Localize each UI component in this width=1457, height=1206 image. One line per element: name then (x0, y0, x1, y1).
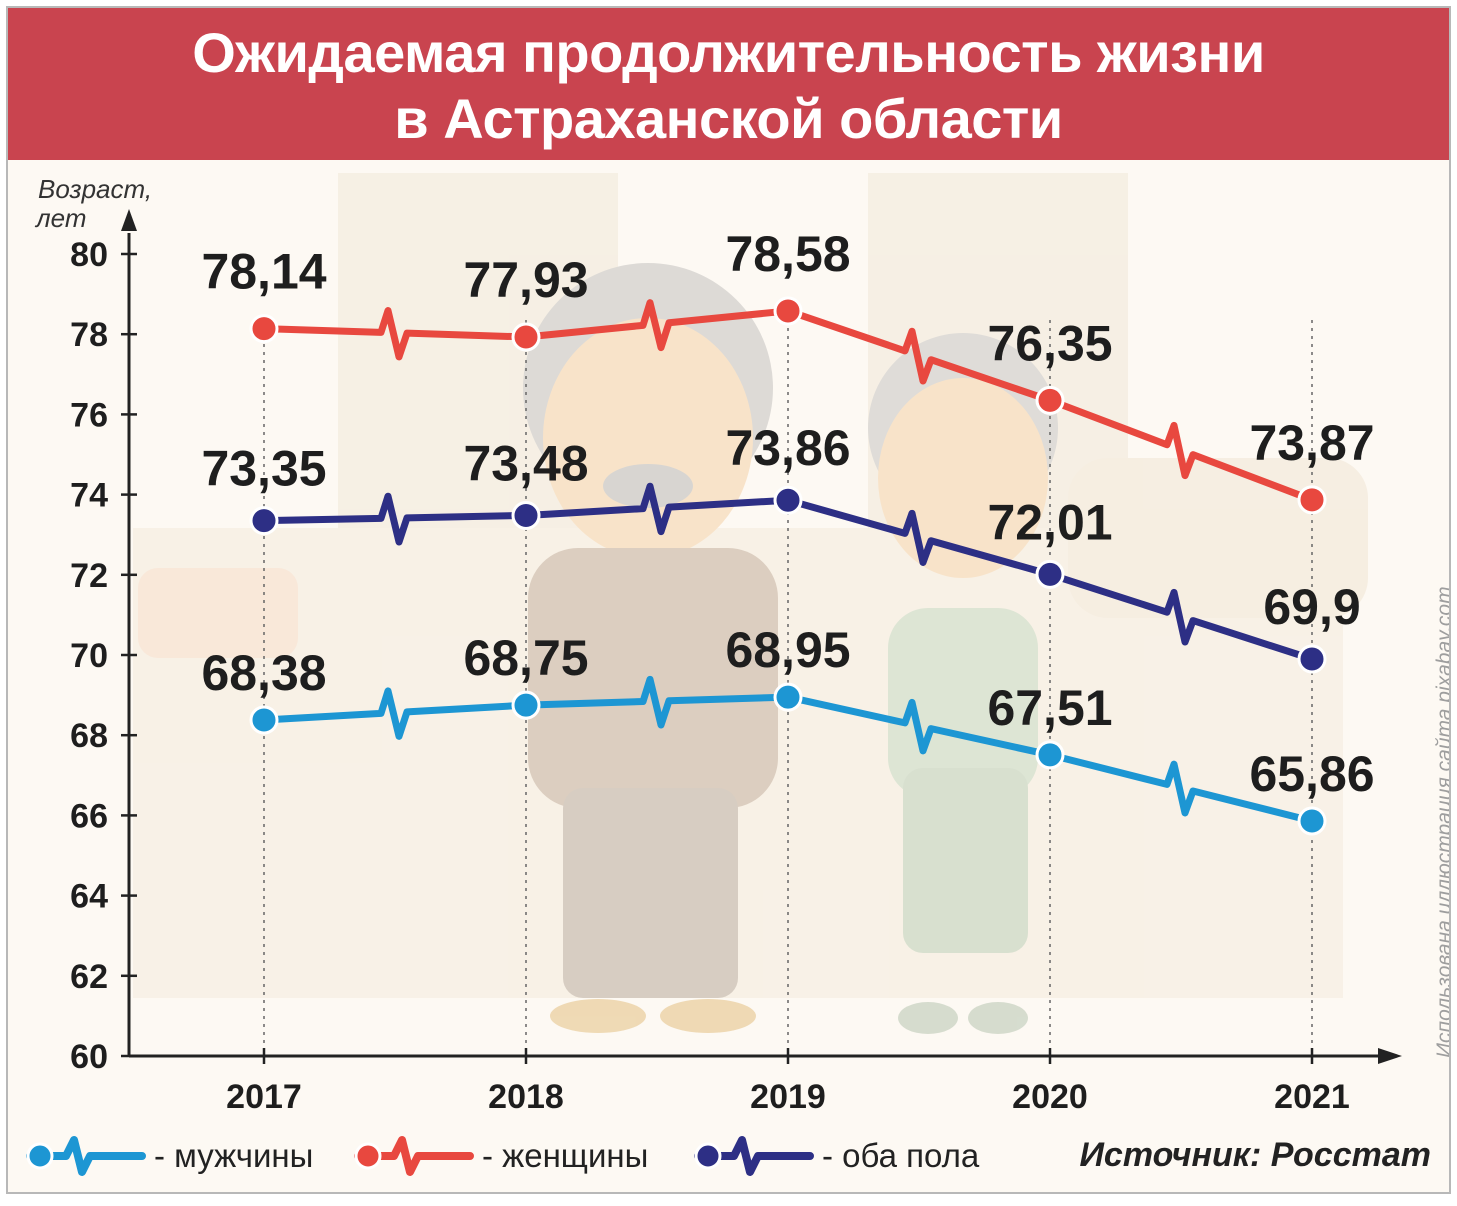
point-1-2018 (511, 500, 541, 530)
infographic: Возраст, лет 60 62 64 66 68 70 72 74 76 78 80 2017… (6, 6, 1451, 1194)
data-label-1-2018: 73,48 (463, 435, 588, 491)
data-label-1-2019: 73,86 (725, 420, 850, 476)
year-gridlines (263, 320, 1313, 1056)
point-2-2020 (1035, 740, 1065, 770)
data-label-0-2017: 78,14 (201, 244, 326, 300)
y-axis-title-line1: Возраст, (38, 174, 152, 204)
point-2-2021 (1297, 806, 1327, 836)
line-chart: Возраст, лет 60 62 64 66 68 70 72 74 76 78 80 2017… (34, 173, 1449, 1116)
source-note: Источник: Росстат (1079, 1136, 1431, 1174)
legend-swatch-women (354, 1136, 474, 1176)
x-tick-2020: 2020 (1012, 1078, 1088, 1116)
point-1-2019 (773, 485, 803, 515)
legend-label-both: - оба пола (822, 1137, 980, 1174)
legend-swatch-both (694, 1136, 814, 1176)
point-1-2021 (1297, 644, 1327, 674)
data-label-0-2021: 73,87 (1249, 415, 1374, 471)
y-tick-64: 64 (70, 878, 108, 916)
y-tick-68: 68 (70, 717, 108, 755)
legend-item-women: - женщины (354, 1132, 648, 1180)
y-tick-78: 78 (70, 316, 108, 354)
x-tick-2018: 2018 (488, 1078, 564, 1116)
data-label-0-2019: 78,58 (725, 226, 850, 282)
y-tick-76: 76 (70, 396, 108, 434)
x-tick-2021: 2021 (1274, 1078, 1350, 1116)
legend-item-men: - мужчины (26, 1132, 313, 1180)
background-illustration (133, 173, 1368, 1034)
legend-label-women: - женщины (482, 1137, 649, 1174)
axes (121, 209, 1402, 1064)
y-tick-74: 74 (70, 477, 108, 515)
y-tick-70: 70 (70, 637, 108, 675)
title-banner: Ожидаемая продолжительность жизни в Астр… (8, 8, 1449, 160)
y-tick-66: 66 (70, 797, 108, 835)
legend-label-men: - мужчины (154, 1137, 314, 1174)
point-0-2021 (1297, 485, 1327, 515)
data-label-1-2017: 73,35 (201, 441, 326, 497)
point-2-2018 (511, 690, 541, 720)
point-1-2020 (1035, 559, 1065, 589)
y-tick-labels: 60 62 64 66 68 70 72 74 76 78 80 (70, 236, 137, 1076)
image-credit: Использована иллюстрация сайта pixabay.c… (1433, 586, 1449, 1058)
data-labels: 78,14 77,93 78,58 76,35 73,87 73,35 73,48 73,86… (201, 226, 1374, 802)
data-label-2-2017: 68,38 (201, 645, 326, 701)
data-label-2-2018: 68,75 (463, 630, 588, 686)
data-label-1-2021: 69,9 (1263, 579, 1360, 635)
data-label-2-2019: 68,95 (725, 622, 850, 678)
legend-item-both: - оба пола (694, 1132, 979, 1180)
y-tick-62: 62 (70, 958, 108, 996)
data-label-0-2018: 77,93 (463, 252, 588, 308)
series-lines (249, 296, 1327, 836)
data-label-1-2020: 72,01 (987, 494, 1112, 550)
y-axis-title: Возраст, лет (34, 174, 159, 233)
y-axis-arrow (121, 209, 137, 231)
point-2-2019 (773, 682, 803, 712)
data-label-2-2020: 67,51 (987, 680, 1112, 736)
point-0-2020 (1035, 385, 1065, 415)
x-tick-2017: 2017 (226, 1078, 302, 1116)
point-1-2017 (249, 506, 279, 536)
y-axis-title-line2: лет (34, 203, 87, 233)
legend-swatch-men (26, 1136, 146, 1176)
point-0-2018 (511, 322, 541, 352)
x-tick-2019: 2019 (750, 1078, 826, 1116)
title-line-2: в Астраханской области (394, 87, 1063, 150)
data-label-0-2020: 76,35 (987, 315, 1112, 371)
point-2-2017 (249, 705, 279, 735)
x-tick-labels: 2017 2018 2019 2020 2021 (226, 1048, 1350, 1116)
y-tick-80: 80 (70, 236, 108, 274)
data-label-2-2021: 65,86 (1249, 746, 1374, 802)
point-0-2017 (249, 314, 279, 344)
y-tick-60: 60 (70, 1038, 108, 1076)
point-0-2019 (773, 296, 803, 326)
x-axis-arrow (1378, 1048, 1402, 1064)
legend: - мужчины - женщины - оба пола (8, 1126, 1449, 1186)
y-tick-72: 72 (70, 557, 108, 595)
title-line-1: Ожидаемая продолжительность жизни (192, 21, 1265, 84)
